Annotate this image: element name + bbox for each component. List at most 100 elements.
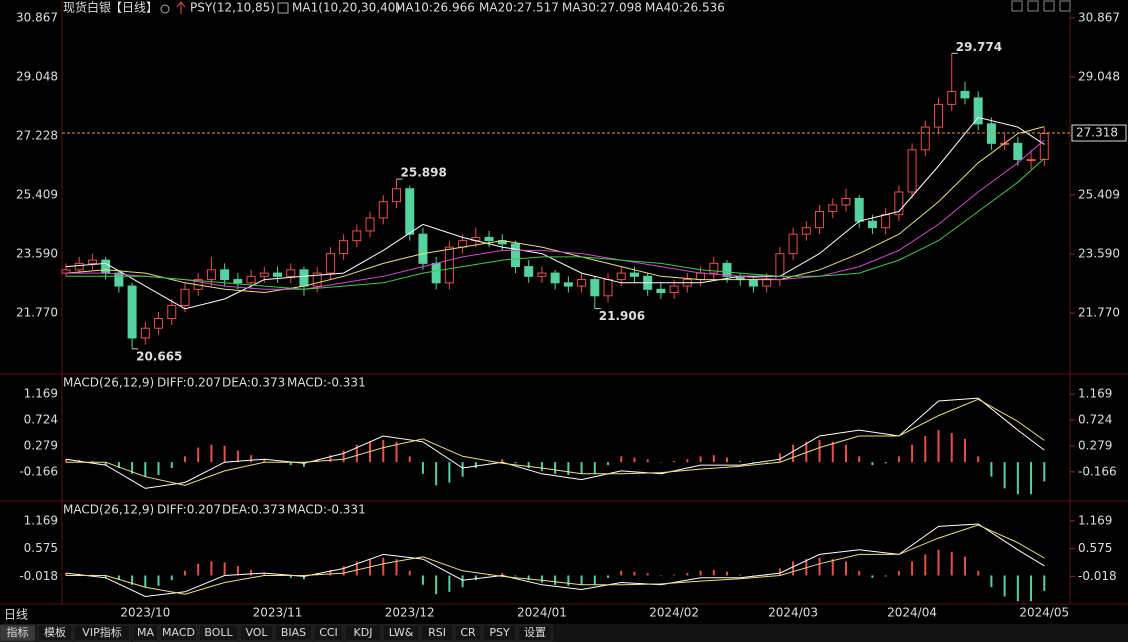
candle-body	[563, 282, 573, 287]
y-tick-label-right: 21.770	[1078, 305, 1120, 319]
tab-label: 设置	[524, 626, 546, 639]
candle-body	[788, 233, 798, 255]
candle-body	[273, 272, 283, 277]
toolbar-tab[interactable]: BIAS	[274, 624, 313, 642]
toolbar-tab[interactable]: 设置	[517, 624, 553, 642]
extreme-label: 25.898	[401, 166, 447, 180]
macd-bar	[1030, 462, 1033, 495]
y-tick-label: -0.166	[19, 464, 58, 478]
toolbar-tab[interactable]: CR	[454, 624, 482, 642]
macd-bar	[250, 455, 253, 463]
macd-bar	[1016, 575, 1019, 602]
period: 日线	[4, 608, 28, 622]
toolbar-tab[interactable]: VIP指标	[73, 624, 131, 642]
y-tick-label: 23.590	[16, 246, 58, 260]
macd-bar	[659, 462, 662, 463]
tab-bg	[420, 624, 454, 642]
macd-bar	[197, 563, 200, 576]
symbol: 现货白银	[63, 0, 111, 15]
candle-body	[973, 97, 983, 125]
macd-bar	[104, 462, 107, 466]
macd-bar	[236, 566, 239, 576]
macd-bar	[170, 575, 173, 581]
toolbar-tab[interactable]: VOL	[239, 624, 274, 642]
toolbar-tab[interactable]: RSI	[420, 624, 454, 642]
macd-bar	[844, 561, 847, 576]
x-tick-label: 2024/04	[887, 606, 937, 620]
macd-bar	[792, 561, 795, 576]
candle-body	[154, 318, 164, 329]
macd-legend: DEA:0.373	[222, 503, 285, 517]
extreme-label: 20.665	[136, 349, 182, 363]
ma-icon[interactable]	[277, 2, 289, 14]
candle-body	[577, 279, 587, 287]
candle-body	[881, 214, 891, 229]
candle-body	[815, 210, 825, 229]
tab-bg	[344, 624, 382, 642]
candle-body	[603, 279, 613, 297]
y-tick-label-right: 0.575	[1078, 541, 1112, 555]
toolbar-tab[interactable]: LW&	[382, 624, 420, 642]
macd-bar	[501, 459, 504, 463]
candle-body	[894, 191, 904, 216]
macd-bar	[593, 462, 596, 474]
macd-bar	[554, 575, 557, 585]
y-tick-label-right: -0.166	[1078, 464, 1117, 478]
macd-title: MACD(26,12,9)	[63, 503, 154, 517]
macd-bar	[620, 570, 623, 576]
toolbar-tab[interactable]: 模板	[37, 624, 73, 642]
ma-legend: MA40:26.536	[645, 1, 725, 15]
candle-body	[1013, 142, 1023, 161]
x-tick-label: 2024/01	[517, 606, 567, 620]
macd-bar	[263, 573, 266, 576]
candle-body	[656, 288, 666, 294]
y-tick-label-right: 1.169	[1078, 513, 1112, 527]
macd-bar	[1003, 462, 1006, 489]
toolbar-tab[interactable]: PSY	[482, 624, 517, 642]
macd-bar	[633, 571, 636, 576]
period-label: 【日线】	[110, 1, 158, 15]
toolbar-tab[interactable]: KDJ	[344, 624, 382, 642]
y-tick-label-right: 23.590	[1078, 246, 1120, 260]
candle-body	[828, 204, 838, 212]
candle-body	[669, 285, 679, 294]
toolbar-tab[interactable]: BOLL	[198, 624, 239, 642]
tab-label: 模板	[44, 625, 66, 639]
tab-label: PSY	[489, 626, 510, 639]
macd-bar	[157, 575, 160, 586]
toolbar-tab[interactable]: CCI	[313, 624, 344, 642]
macd-bar	[580, 575, 583, 585]
macd-bar	[1003, 575, 1006, 597]
macd-bar	[911, 561, 914, 576]
candle-body	[616, 272, 626, 281]
candle-body	[748, 279, 758, 287]
ma-legend: MA20:27.517	[479, 1, 559, 15]
macd-bar	[580, 462, 583, 474]
toolbar-tab[interactable]: 指标	[0, 624, 36, 642]
macd-bar	[977, 570, 980, 576]
macd-line	[65, 523, 1045, 598]
y-tick-label-right: 0.279	[1078, 438, 1112, 452]
macd-bar	[527, 462, 530, 468]
tab-bg	[239, 624, 274, 642]
candle-body	[312, 272, 322, 287]
macd-bar	[183, 456, 186, 463]
candle-body	[206, 269, 216, 281]
macd-bar	[1043, 575, 1046, 591]
window-icons[interactable]	[1011, 0, 1071, 12]
candle-body	[762, 279, 772, 287]
macd-bar	[607, 575, 610, 578]
macd-bar	[302, 462, 305, 467]
candle-body	[325, 253, 335, 274]
tab-label: VIP指标	[82, 625, 121, 639]
x-tick-label: 2024/02	[649, 606, 699, 620]
macd-bar	[342, 566, 345, 576]
toolbar-tab[interactable]: MA	[132, 624, 159, 642]
macd-bar	[223, 562, 226, 576]
macd-bar	[818, 557, 821, 576]
macd-bar	[540, 462, 543, 471]
macd-bar	[831, 559, 834, 576]
toggle-icon[interactable]	[160, 4, 170, 14]
toolbar-tab[interactable]: MACD	[159, 624, 198, 642]
macd-bar	[289, 575, 292, 578]
